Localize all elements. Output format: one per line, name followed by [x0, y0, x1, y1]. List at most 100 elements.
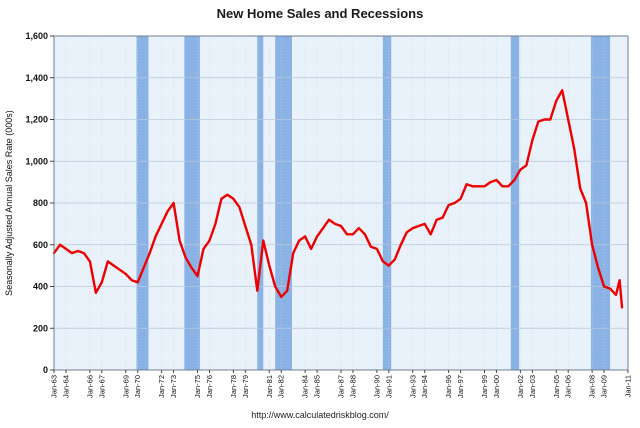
x-tick-label-8: Jan-75 [193, 375, 202, 398]
data-point-0-61 [417, 225, 420, 227]
data-point-0-22 [184, 256, 187, 259]
y-tick-label-3: 600 [33, 240, 48, 250]
y-tick-label-0: 0 [43, 365, 48, 375]
data-point-0-49 [346, 233, 348, 236]
data-point-0-39 [286, 289, 289, 292]
data-point-0-92 [603, 285, 605, 288]
x-tick-label-16: Jan-87 [337, 375, 346, 398]
data-point-0-28 [220, 197, 223, 200]
data-point-0-64 [435, 218, 438, 221]
y-tick-label-7: 1,400 [25, 73, 48, 83]
data-point-0-46 [328, 218, 330, 221]
x-tick-label-20: Jan-93 [408, 375, 417, 398]
data-point-0-23 [190, 266, 193, 269]
x-tick-label-31: Jan-09 [600, 375, 609, 398]
data-point-0-56 [387, 264, 390, 267]
data-point-0-7 [94, 291, 97, 294]
data-point-0-89 [585, 202, 588, 204]
data-point-0-87 [573, 147, 576, 150]
data-point-0-50 [352, 233, 354, 236]
data-point-0-17 [154, 235, 157, 238]
data-point-0-27 [214, 222, 217, 225]
data-point-0-53 [369, 245, 372, 248]
data-point-0-62 [423, 222, 426, 225]
data-point-0-26 [208, 239, 211, 242]
data-point-0-10 [112, 264, 115, 267]
data-point-0-41 [298, 239, 301, 242]
data-point-0-48 [340, 225, 342, 227]
data-point-0-47 [334, 222, 336, 225]
data-point-0-93 [609, 287, 611, 290]
data-point-0-68 [459, 197, 462, 200]
data-point-0-11 [118, 268, 121, 271]
data-point-0-86 [567, 118, 570, 121]
data-point-0-2 [65, 248, 67, 250]
source-url: http://www.calculatedriskblog.com/ [251, 410, 389, 420]
x-tick-label-13: Jan-82 [277, 375, 286, 398]
data-point-0-79 [525, 164, 528, 167]
data-point-0-37 [274, 285, 277, 288]
data-point-0-70 [471, 185, 474, 188]
data-point-0-57 [393, 258, 396, 261]
data-point-0-30 [232, 197, 235, 200]
data-point-0-88 [579, 187, 582, 190]
data-point-0-83 [549, 118, 552, 121]
data-point-0-80 [531, 139, 534, 142]
data-point-0-60 [411, 227, 414, 229]
data-point-0-94 [615, 293, 617, 296]
y-tick-label-4: 800 [33, 198, 48, 208]
data-point-0-65 [441, 216, 444, 219]
data-point-0-52 [364, 233, 366, 236]
x-tick-label-4: Jan-69 [121, 375, 130, 398]
data-point-0-36 [268, 264, 271, 267]
data-point-0-3 [71, 252, 73, 255]
data-point-0-82 [543, 118, 546, 121]
data-point-0-55 [381, 260, 384, 263]
x-tick-label-10: Jan-78 [229, 375, 238, 398]
x-tick-label-0: Jan-63 [50, 375, 59, 398]
x-axis-ticks: Jan-63 Jan-64 Jan-66 Jan-67 Jan-69 Jan-70 Jan-… [50, 370, 633, 398]
x-tick-label-26: Jan-02 [516, 375, 525, 398]
x-tick-label-17: Jan-88 [348, 375, 357, 398]
data-point-0-90 [591, 243, 594, 246]
x-tick-label-12: Jan-81 [265, 375, 274, 398]
data-point-0-45 [322, 227, 324, 229]
data-point-0-12 [124, 273, 127, 275]
data-point-0-91 [597, 266, 600, 269]
data-point-0-34 [256, 289, 259, 292]
data-point-0-8 [100, 281, 103, 284]
data-point-0-58 [399, 243, 402, 246]
data-point-0-59 [405, 231, 408, 234]
data-point-0-85 [561, 89, 564, 92]
x-tick-label-23: Jan-97 [456, 375, 465, 398]
x-tick-label-14: Jan-84 [301, 375, 310, 398]
data-point-0-25 [202, 248, 205, 250]
x-tick-label-3: Jan-67 [97, 375, 106, 398]
data-point-0-44 [316, 235, 318, 238]
data-point-0-4 [77, 250, 79, 252]
data-point-0-67 [453, 202, 456, 204]
y-tick-label-5: 1,000 [25, 156, 48, 166]
data-point-0-29 [226, 193, 229, 196]
data-point-0-14 [136, 281, 139, 284]
data-point-0-77 [513, 179, 516, 181]
data-point-0-38 [280, 296, 283, 298]
x-tick-label-1: Jan-64 [61, 375, 70, 398]
data-point-0-33 [250, 243, 253, 246]
data-point-0-6 [88, 260, 91, 263]
data-point-0-20 [172, 202, 175, 204]
data-point-0-78 [519, 168, 522, 171]
x-tick-label-21: Jan-94 [420, 375, 429, 398]
data-point-0-66 [447, 204, 450, 206]
x-tick-label-15: Jan-85 [313, 375, 322, 398]
data-point-0-81 [537, 120, 540, 123]
data-point-0-1 [59, 243, 61, 246]
y-axis-ticks: 0 200 400 600 800 1,000 1,200 1,400 1,600 [25, 31, 54, 375]
y-tick-label-6: 1,200 [25, 115, 48, 125]
data-point-0-40 [292, 252, 295, 255]
x-tick-label-2: Jan-66 [85, 375, 94, 398]
x-tick-label-32: Jan-11 [624, 375, 633, 397]
data-point-0-19 [166, 210, 169, 213]
